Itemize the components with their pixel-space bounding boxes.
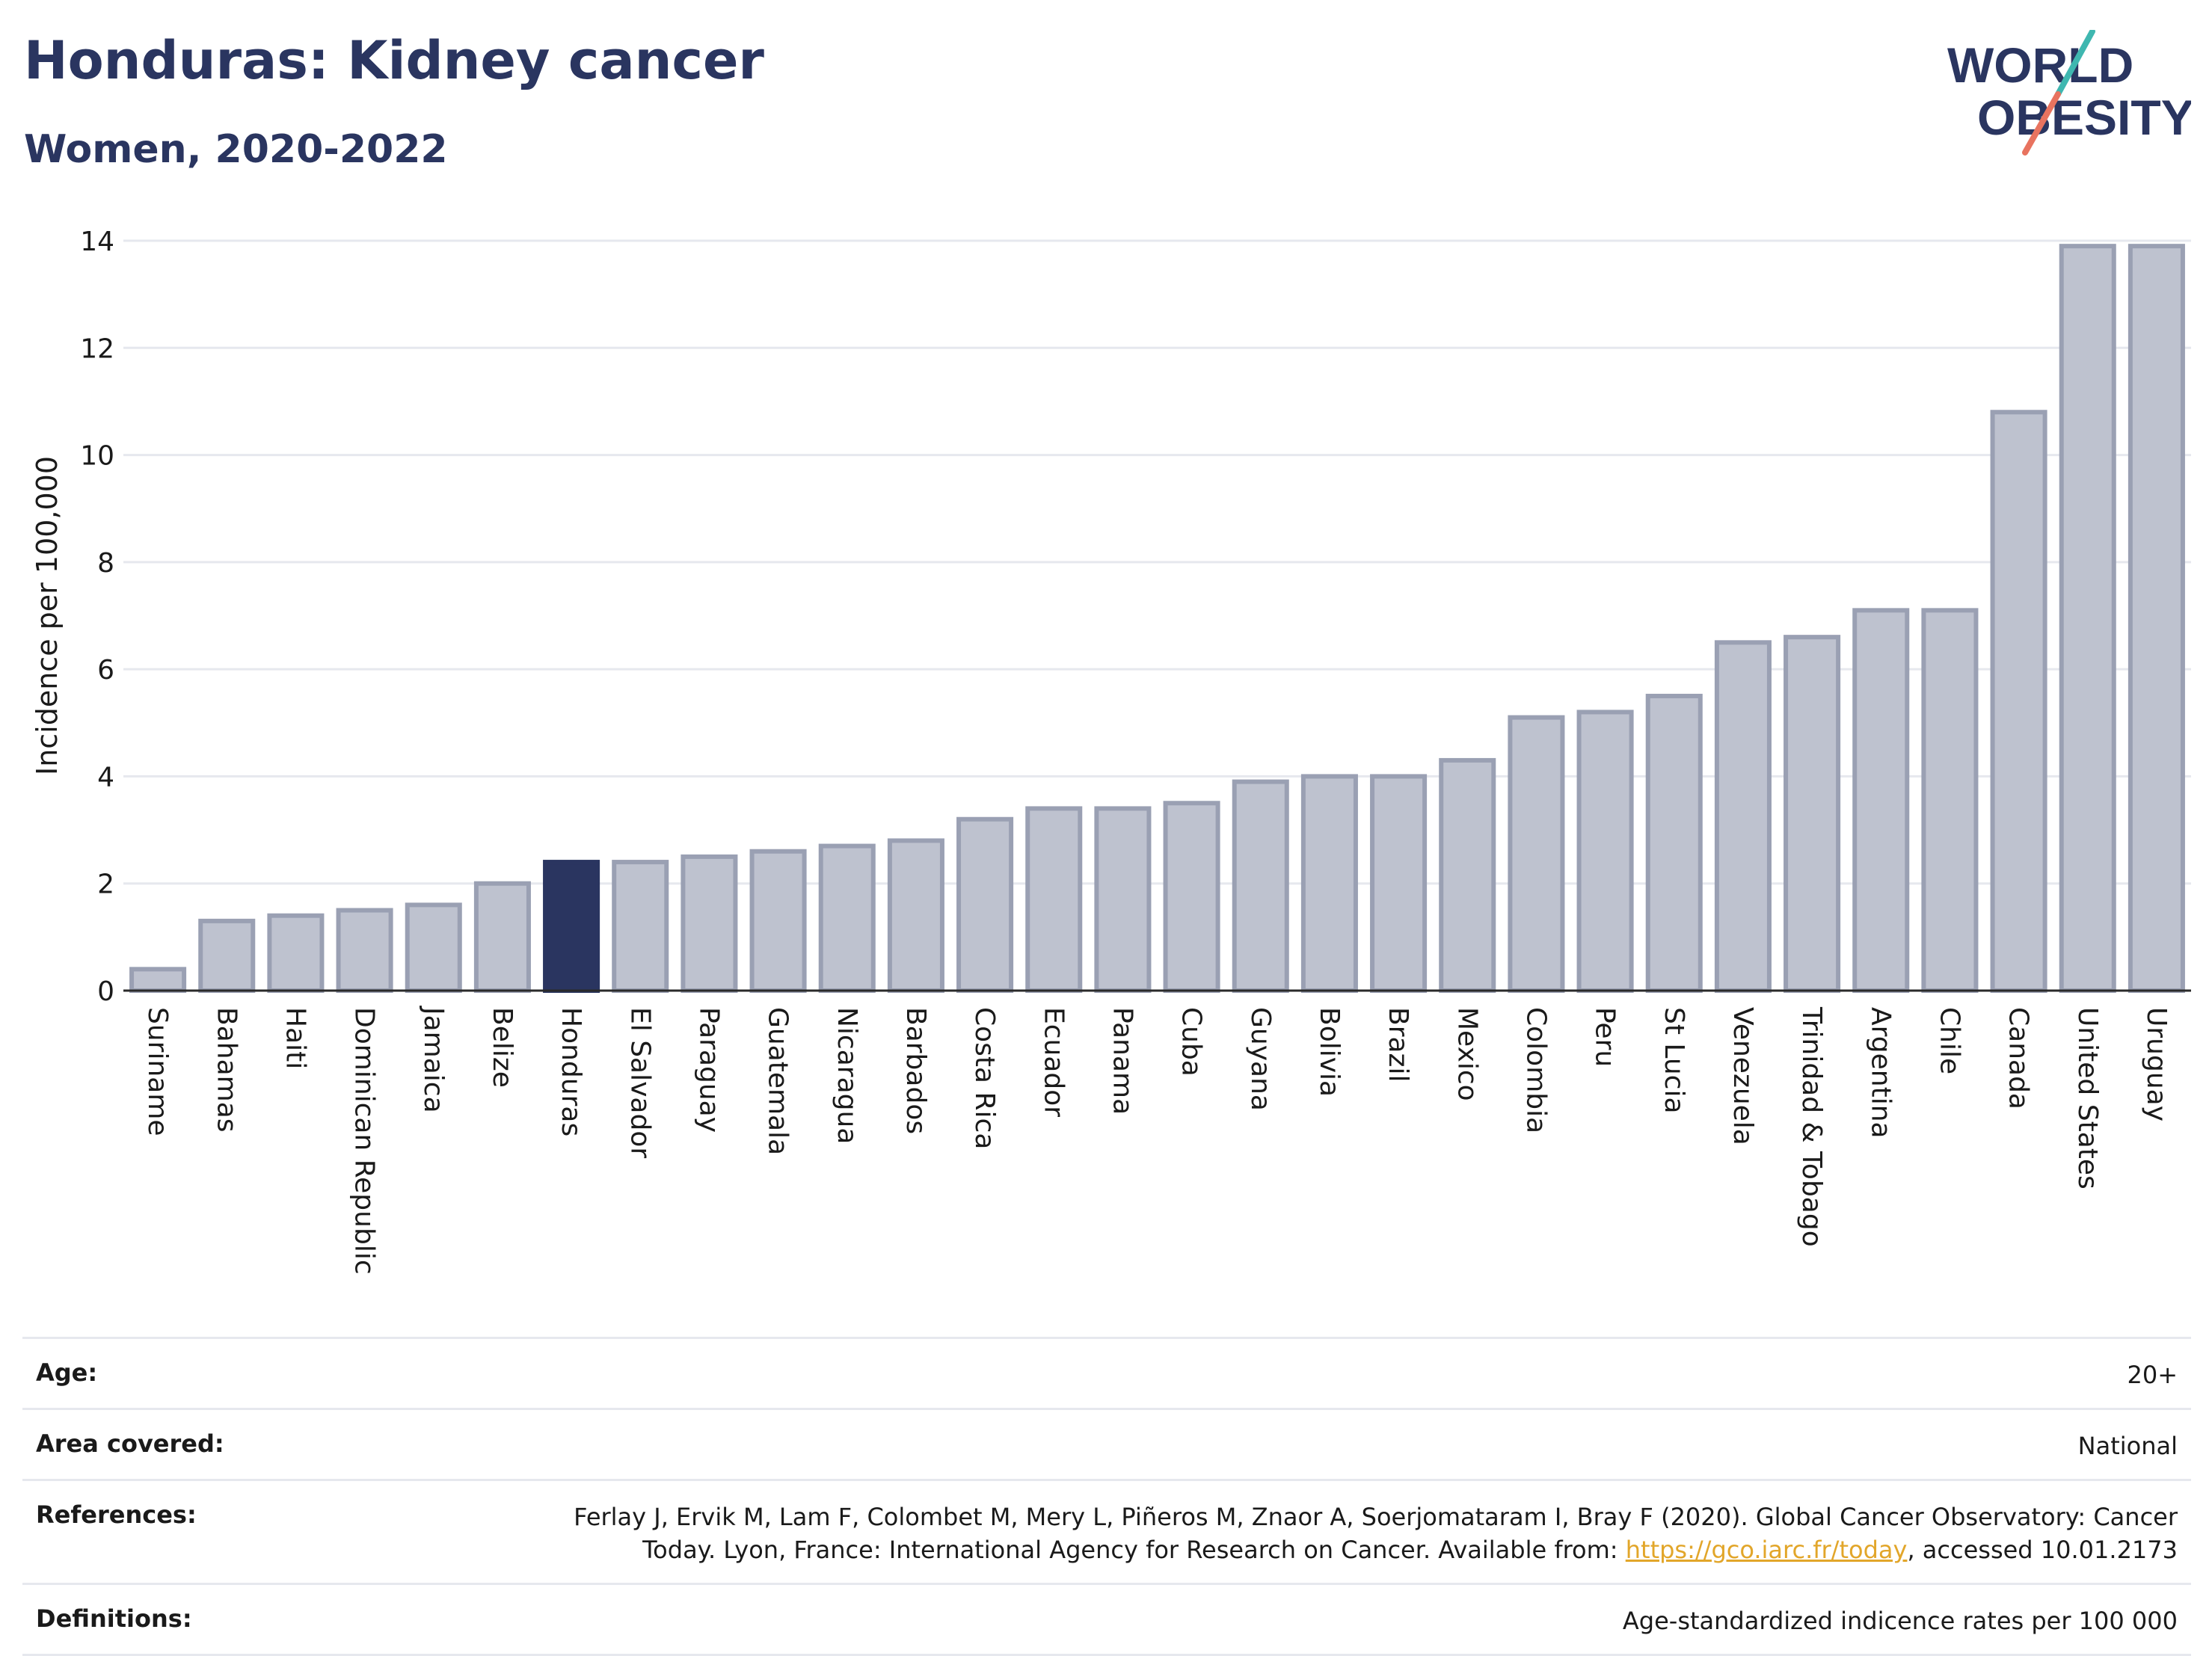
x-tick-label: Panama — [1107, 1007, 1137, 1115]
bar — [887, 838, 944, 994]
bar — [405, 902, 462, 994]
bar — [956, 816, 1014, 993]
bar — [1300, 774, 1358, 994]
x-tick-label: Dominican Republic — [349, 1007, 380, 1275]
metadata-table: Age: 20+ Area covered: National Referenc… — [22, 1337, 2191, 1656]
bar — [681, 854, 738, 993]
references-label: References: — [36, 1500, 197, 1529]
references-value: Ferlay J, Ervik M, Lam F, Colombet M, Me… — [532, 1500, 2178, 1566]
x-tick-label: Belize — [487, 1007, 517, 1088]
y-tick-label: 0 — [97, 976, 114, 1007]
y-tick-label: 4 — [97, 762, 114, 792]
y-axis-label: Incidence per 100,000 — [31, 456, 64, 775]
bar — [1990, 410, 2047, 993]
bar — [1784, 635, 1841, 994]
bar — [818, 843, 876, 994]
x-tick-label: Uruguay — [2141, 1007, 2172, 1121]
x-tick-label: United States — [2072, 1007, 2103, 1189]
bar — [1714, 640, 1772, 993]
bar — [1645, 693, 1703, 993]
meta-row-references: References: Ferlay J, Ervik M, Lam F, Co… — [22, 1479, 2191, 1583]
x-tick-label: Venezuela — [1727, 1007, 1758, 1145]
x-axis-ticks: Suriname Bahamas Haiti Dominican Republic Ja… — [142, 1006, 2172, 1275]
bar — [1921, 608, 1979, 993]
logo-line-2: OBESITY — [1977, 90, 2191, 145]
y-tick-label: 6 — [97, 655, 114, 686]
logo-slash-coral — [2022, 91, 2061, 156]
references-text: Ferlay J, Ervik M, Lam F, Colombet M, Me… — [574, 1503, 2178, 1564]
bar — [2059, 244, 2116, 993]
x-tick-label: Suriname — [142, 1007, 173, 1136]
x-tick-label: Haiti — [280, 1007, 310, 1069]
x-tick-label: Jamaica — [418, 1006, 449, 1113]
x-tick-label: Bahamas — [211, 1007, 242, 1133]
y-tick-label: 2 — [97, 869, 114, 900]
x-tick-label: El Salvador — [624, 1007, 655, 1158]
references-link[interactable]: https://gco.iarc.fr/today — [1625, 1536, 1908, 1564]
area-label: Area covered: — [36, 1429, 224, 1458]
bar — [1370, 774, 1428, 994]
y-tick-label: 8 — [97, 548, 114, 579]
x-tick-label: Mexico — [1451, 1007, 1482, 1101]
x-tick-label: Barbados — [900, 1007, 931, 1134]
bar — [612, 860, 669, 993]
x-tick-label: Nicaragua — [832, 1007, 862, 1144]
bar — [1163, 801, 1220, 993]
logo-line-1: WORLD — [1947, 37, 2133, 93]
x-tick-label: Cuba — [1176, 1007, 1207, 1077]
age-label: Age: — [36, 1358, 98, 1387]
x-tick-label: Honduras — [556, 1007, 586, 1136]
bar-chart: 0 2 4 6 8 10 12 14 Suriname Bahamas Haiti Dominica… — [31, 227, 2191, 1275]
bars — [129, 244, 2185, 994]
grid-lines — [123, 239, 2191, 885]
definitions-value: Age-standardized indicence rates per 100… — [1622, 1607, 2178, 1635]
bar — [473, 881, 531, 993]
world-obesity-logo: WORLD OBESITY — [1947, 30, 2191, 156]
meta-row-area: Area covered: National — [22, 1408, 2191, 1479]
bar — [267, 913, 325, 993]
definitions-label: Definitions: — [36, 1604, 192, 1633]
logo-slash-teal — [2055, 30, 2095, 97]
bar — [2127, 244, 2185, 993]
x-tick-label: Brazil — [1383, 1007, 1413, 1082]
bar — [1025, 806, 1083, 994]
x-tick-label: Ecuador — [1038, 1007, 1069, 1117]
bar — [1852, 608, 1910, 993]
chart-title: Honduras: Kidney cancer — [24, 30, 764, 91]
bar — [1439, 757, 1496, 994]
x-tick-label: Colombia — [1520, 1007, 1551, 1133]
bar — [336, 908, 393, 994]
x-tick-label: Peru — [1590, 1007, 1620, 1067]
y-axis-ticks: 0 2 4 6 8 10 12 14 — [80, 227, 114, 1007]
bar — [1576, 710, 1634, 993]
meta-row-age: Age: 20+ — [22, 1337, 2191, 1408]
bar — [198, 918, 256, 993]
references-accessed: , accessed 10.01.2173 — [1907, 1536, 2178, 1564]
bar — [1232, 779, 1289, 994]
x-tick-label: Guyana — [1245, 1007, 1276, 1111]
x-tick-label: Chile — [1934, 1007, 1964, 1074]
x-tick-label: Paraguay — [693, 1007, 724, 1133]
x-tick-label: Canada — [2003, 1007, 2034, 1109]
x-tick-label: St Lucia — [1659, 1007, 1689, 1114]
meta-row-definitions: Definitions: Age-standardized indicence … — [22, 1583, 2191, 1656]
x-tick-label: Bolivia — [1314, 1007, 1345, 1097]
bar — [1094, 806, 1152, 994]
y-tick-label: 14 — [80, 227, 114, 257]
age-value: 20+ — [2127, 1361, 2178, 1389]
area-value: National — [2077, 1432, 2178, 1460]
x-tick-label: Guatemala — [763, 1007, 793, 1155]
y-tick-label: 12 — [80, 333, 114, 364]
x-tick-label: Argentina — [1865, 1007, 1896, 1139]
bar-highlighted — [543, 860, 600, 993]
chart-subtitle: Women, 2020-2022 — [24, 127, 448, 172]
x-tick-label: Costa Rica — [969, 1007, 1000, 1149]
bar — [749, 849, 807, 993]
bar — [129, 967, 187, 994]
y-tick-label: 10 — [80, 441, 114, 472]
bar — [1508, 715, 1565, 993]
x-tick-label: Trinidad & Tobago — [1796, 1006, 1827, 1247]
